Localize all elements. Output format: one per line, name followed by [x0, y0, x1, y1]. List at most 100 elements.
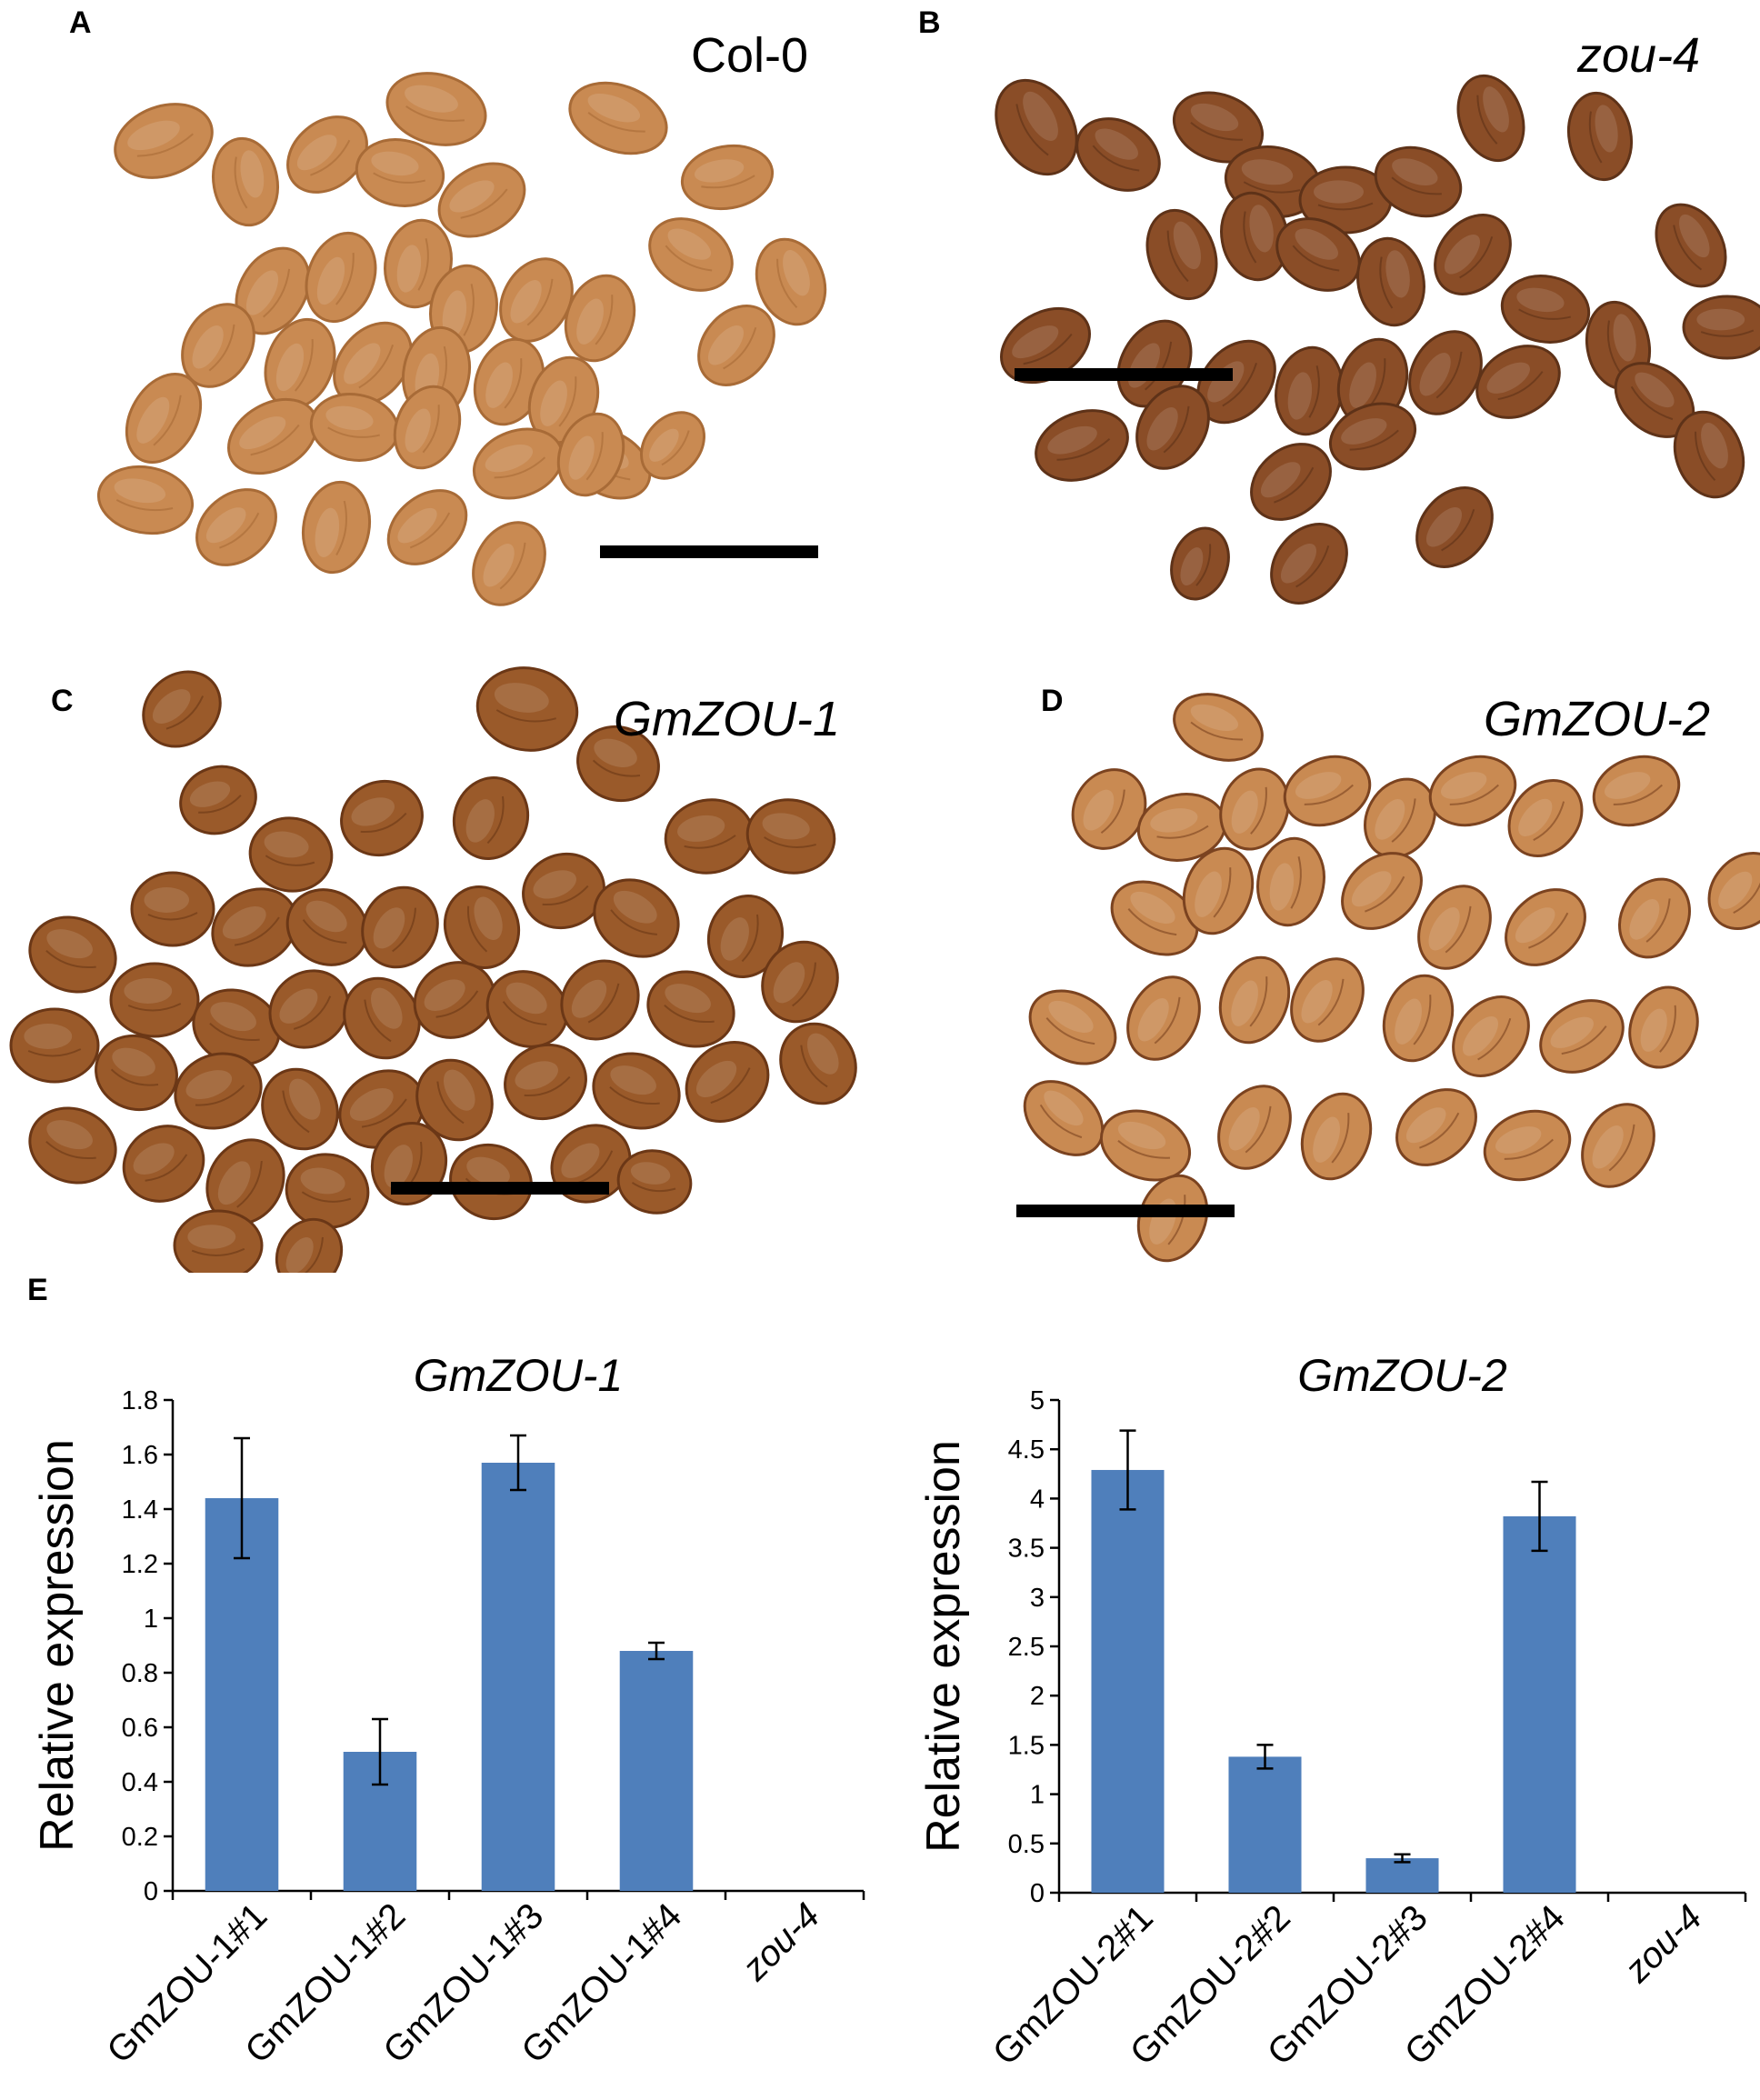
seed	[1250, 443, 1332, 521]
seed	[173, 1209, 264, 1282]
panel-c	[0, 655, 864, 1292]
y-tick-label: 1.2	[122, 1550, 158, 1579]
seed	[640, 411, 705, 480]
seed	[1505, 888, 1586, 966]
seed	[616, 1149, 693, 1215]
seed	[499, 257, 574, 343]
seed	[1035, 409, 1129, 482]
seed	[235, 246, 311, 335]
seed	[1374, 145, 1463, 218]
y-tick-label: 5	[1030, 1386, 1045, 1415]
y-tick-label: 0.8	[122, 1659, 158, 1688]
y-tick-label: 1.8	[122, 1386, 158, 1415]
seed	[385, 72, 487, 146]
seed	[142, 670, 222, 748]
seed	[648, 217, 734, 292]
seed	[1300, 1092, 1373, 1181]
seed	[685, 1041, 770, 1123]
seed	[248, 816, 334, 893]
seed	[1028, 989, 1117, 1065]
seed	[1071, 768, 1147, 850]
seed	[1099, 1109, 1192, 1182]
x-tick-label: zou-4	[735, 1895, 828, 1989]
seed	[195, 488, 277, 566]
y-tick-label: 1.4	[122, 1495, 158, 1525]
bar	[1503, 1515, 1576, 1893]
seed	[1270, 523, 1348, 605]
panel-a	[36, 18, 855, 609]
seed	[1173, 693, 1264, 762]
seed	[261, 1067, 339, 1151]
chart-title: GmZOU-2	[1297, 1350, 1507, 1401]
seed	[9, 1007, 100, 1084]
seed	[1417, 885, 1492, 970]
panel-letter-a: A	[69, 5, 92, 40]
seed	[1682, 295, 1760, 360]
seed	[472, 521, 546, 606]
bar	[1365, 1858, 1439, 1893]
seed	[522, 852, 605, 930]
seed	[1298, 165, 1393, 235]
seed	[192, 988, 281, 1066]
x-tick-label: zou-4	[1616, 1897, 1710, 1991]
seed	[592, 1052, 681, 1130]
seed	[1707, 851, 1760, 931]
seed	[755, 237, 827, 326]
seed	[413, 961, 496, 1039]
seed	[576, 725, 660, 803]
seed	[452, 776, 530, 860]
seed	[361, 885, 439, 969]
y-tick-label: 3.5	[1008, 1535, 1045, 1564]
seed	[1415, 486, 1494, 568]
seed	[1428, 755, 1517, 827]
genotype-label-zou4: zou-4	[1577, 28, 1701, 83]
bar	[619, 1651, 694, 1891]
seed	[1290, 957, 1365, 1043]
seed	[1618, 877, 1691, 959]
panel-letter-d: D	[1041, 684, 1064, 718]
seed	[205, 1138, 285, 1225]
y-tick-label: 1	[144, 1605, 158, 1634]
seed	[680, 144, 775, 211]
y-tick-label: 2.5	[1008, 1633, 1045, 1662]
bar	[1228, 1756, 1302, 1893]
scale-bar	[1016, 1205, 1235, 1217]
panel-letter-b: B	[918, 5, 941, 40]
y-axis-label: Relative expression	[31, 1439, 84, 1852]
seed	[393, 385, 462, 470]
seed	[504, 1043, 587, 1121]
seed	[96, 465, 195, 535]
seed	[343, 976, 421, 1060]
seed	[1283, 755, 1372, 827]
seed-photo-c	[9, 666, 857, 1292]
seed	[443, 885, 521, 969]
seed	[212, 136, 279, 227]
seed	[355, 138, 445, 207]
genotype-label-col0: Col-0	[691, 28, 809, 83]
seed	[1172, 91, 1265, 164]
chart-title: GmZOU-1	[414, 1350, 624, 1401]
seed	[1628, 985, 1699, 1069]
seed	[114, 103, 214, 179]
seed	[301, 480, 372, 575]
y-tick-label: 0.4	[122, 1768, 158, 1797]
seed	[1452, 995, 1530, 1077]
seed	[560, 959, 640, 1041]
seed	[761, 940, 839, 1024]
y-tick-label: 2	[1030, 1682, 1045, 1711]
seed	[28, 1106, 117, 1185]
seed	[1182, 846, 1255, 935]
scale-bar	[391, 1182, 609, 1195]
bar	[205, 1498, 279, 1891]
seed	[1341, 852, 1423, 930]
seed	[1275, 345, 1344, 436]
seed	[1136, 793, 1227, 862]
y-axis-label: Relative expression	[917, 1440, 970, 1853]
seed	[1434, 214, 1512, 295]
panel-letter-c: C	[51, 684, 74, 718]
seed	[475, 666, 579, 752]
seed	[745, 798, 836, 875]
seed	[1395, 1088, 1477, 1166]
seed	[1581, 1103, 1655, 1188]
seed	[1592, 755, 1681, 827]
